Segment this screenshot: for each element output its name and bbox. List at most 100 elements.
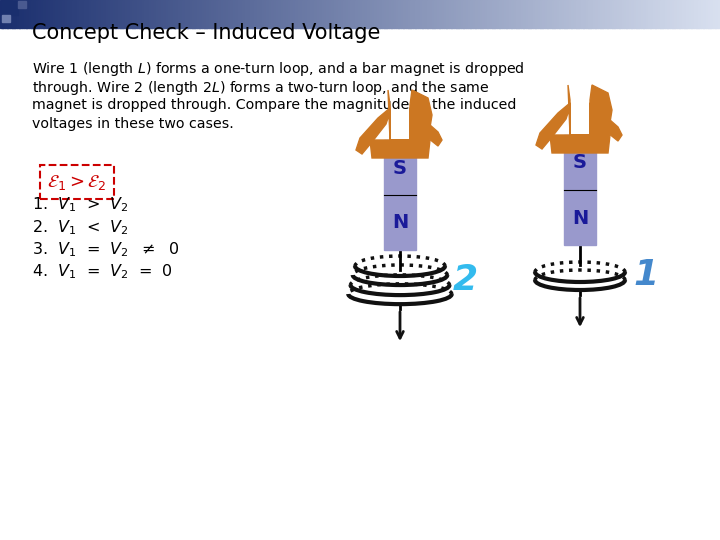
Bar [86,0,89,28]
Bar [17,0,19,28]
Bar [293,0,296,28]
Bar [41,0,44,28]
Bar [384,0,387,28]
Bar [521,0,523,28]
Bar [379,0,382,28]
Polygon shape [370,140,430,158]
Bar [398,0,401,28]
Bar [629,0,631,28]
Bar [607,0,610,28]
Bar [178,0,181,28]
Bar [84,0,87,28]
Bar [605,0,608,28]
Bar [372,0,375,28]
Bar [290,0,293,28]
Bar [329,0,332,28]
Bar [621,0,624,28]
Bar [689,0,692,28]
Bar [221,0,224,28]
Bar [603,0,606,28]
Bar [252,0,255,28]
Bar [675,0,678,28]
Bar [135,0,138,28]
Bar [454,0,456,28]
Bar [708,0,711,28]
Bar [665,0,667,28]
Bar [423,0,426,28]
Bar [317,0,320,28]
Bar [387,0,390,28]
Bar [271,0,274,28]
Bar [384,140,416,195]
Bar [538,0,541,28]
Bar [418,0,420,28]
Bar [218,0,221,28]
Bar [626,0,629,28]
Bar [180,0,183,28]
Bar [240,0,243,28]
Bar [427,0,430,28]
Bar [171,0,174,28]
Bar [216,0,219,28]
Bar [703,0,706,28]
Bar [634,0,636,28]
Bar [197,0,199,28]
Bar [158,0,161,28]
Bar [79,0,82,28]
Bar [401,0,404,28]
Bar [194,0,197,28]
Bar [595,0,598,28]
Bar [211,0,214,28]
Bar [48,0,51,28]
Bar [36,0,39,28]
Bar [562,0,564,28]
Bar [506,0,509,28]
Bar [482,0,485,28]
Bar [348,0,351,28]
Bar [96,0,99,28]
Bar [110,0,113,28]
Bar [715,0,718,28]
Bar [557,0,559,28]
Bar [120,0,123,28]
Bar [101,0,104,28]
Bar [204,0,207,28]
Bar [650,0,653,28]
Bar [106,0,109,28]
Bar [540,0,543,28]
Bar [223,0,226,28]
Bar [115,0,118,28]
Bar [14,0,17,28]
Bar [324,0,327,28]
Bar [295,0,298,28]
Bar [254,0,257,28]
Bar [230,0,233,28]
Bar [326,0,329,28]
Bar [526,0,528,28]
Bar [518,0,521,28]
Bar [53,0,55,28]
Text: N: N [392,213,408,233]
Bar [698,0,701,28]
Text: through. Wire 2 (length 2$L$) forms a two-turn loop, and the same: through. Wire 2 (length 2$L$) forms a tw… [32,79,490,97]
Bar [670,0,672,28]
Bar [274,0,276,28]
Bar [559,0,562,28]
Bar [235,0,238,28]
Bar [569,0,572,28]
Bar [58,0,60,28]
Bar [585,0,588,28]
Bar [38,0,41,28]
Bar [374,0,377,28]
Bar [89,0,91,28]
Bar [122,0,125,28]
Bar [711,0,714,28]
Bar [269,0,271,28]
Bar [209,0,212,28]
Bar [511,0,514,28]
Bar [175,0,178,28]
Bar [315,0,318,28]
Bar [331,0,334,28]
Bar [163,0,166,28]
Bar [346,0,348,28]
